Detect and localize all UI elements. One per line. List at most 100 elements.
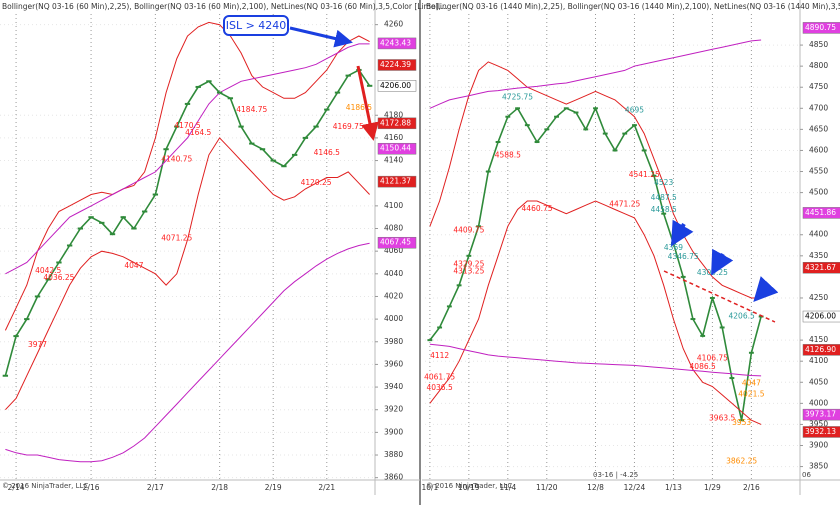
price-badge-label: 4206.00 <box>380 81 411 90</box>
y-tick-label: 4080 <box>384 224 403 233</box>
band-line <box>5 242 370 463</box>
price-bar <box>719 326 725 329</box>
price-bar <box>534 141 540 144</box>
price-bar <box>524 124 530 127</box>
price-bar <box>709 296 715 299</box>
arrow <box>356 65 379 141</box>
y-tick-label: 4060 <box>384 246 403 255</box>
x-tick-label: 10/19 <box>458 483 480 492</box>
level-label: 3963.5 <box>709 414 735 423</box>
y-tick-label: 4040 <box>384 269 403 278</box>
price-bar <box>152 193 159 196</box>
price-bar <box>476 225 482 228</box>
level-label: 3862.25 <box>726 456 757 465</box>
y-tick-label: 4260 <box>384 20 403 29</box>
level-label: 4329.25 <box>453 260 484 269</box>
y-tick-label: 4650 <box>809 124 828 133</box>
level-label: 4106.75 <box>697 353 728 362</box>
x-tick-label: 10/1 <box>421 483 438 492</box>
level-label: 4112 <box>430 351 449 360</box>
y-tick-label: 4000 <box>384 314 403 323</box>
price-bar <box>680 275 686 278</box>
level-label: 4146.5 <box>314 148 340 157</box>
y-tick-label: 4180 <box>384 110 403 119</box>
x-tick-label: 2/16 <box>743 483 760 492</box>
y-tick-label: 3940 <box>384 382 403 391</box>
y-tick-label: 4550 <box>809 167 828 176</box>
level-label: 4369 <box>664 243 683 252</box>
price-bar <box>56 261 62 264</box>
price-badge <box>377 80 417 92</box>
y-tick-label: 3900 <box>384 427 403 436</box>
level-label: 4725.75 <box>502 92 533 101</box>
price-bar <box>437 326 443 329</box>
price-badge-label: 4172.88 <box>380 118 411 127</box>
level-label: 4313.25 <box>453 266 484 275</box>
price-bar <box>249 142 255 145</box>
status: 03-16 | -4.25 <box>593 471 638 479</box>
band-line <box>5 43 370 275</box>
price-badge <box>802 426 840 438</box>
level-label: 4346.75 <box>668 252 699 261</box>
price-bar <box>622 132 628 135</box>
price-badge <box>377 175 417 188</box>
y-tick-label: 4850 <box>809 40 828 49</box>
level-label: 4036.5 <box>426 383 452 392</box>
y-tick-label: 4150 <box>809 335 828 344</box>
level-label: 4042.5 <box>35 266 61 275</box>
price-badge <box>802 262 840 274</box>
x-tick-label: 11/4 <box>499 483 516 492</box>
x-tick-label: 1/13 <box>665 483 682 492</box>
price-badge-label: 4243.43 <box>380 38 411 47</box>
price-bar <box>661 212 667 215</box>
y-tick-label: 4500 <box>809 188 828 197</box>
x-tick-label: 2/18 <box>211 483 228 492</box>
price-bar <box>13 335 19 338</box>
x-tick-label: 2/17 <box>147 483 164 492</box>
y-tick-label: 3880 <box>384 450 403 459</box>
price-bar <box>270 159 276 162</box>
y-tick-label: 3850 <box>809 462 828 471</box>
price-bar <box>2 374 9 377</box>
price-bar <box>195 85 201 88</box>
price-bar <box>216 91 223 94</box>
level-label: 3953 <box>732 418 751 427</box>
y-tick-label: 4020 <box>384 291 403 300</box>
price-bar <box>131 227 137 230</box>
y-tick-label: 4000 <box>809 398 828 407</box>
level-label: 4071.25 <box>161 233 192 242</box>
price-bar <box>66 244 73 247</box>
price-bar <box>612 149 618 152</box>
price-badge <box>802 344 840 356</box>
price-bar <box>313 125 319 128</box>
price-bar <box>602 132 608 135</box>
arrow <box>753 276 779 302</box>
price-badge-label: 4067.45 <box>380 238 411 247</box>
price-bar <box>34 295 41 298</box>
price-badge <box>802 207 840 219</box>
y-tick-label: 4140 <box>384 156 403 165</box>
price-bar <box>427 339 433 342</box>
price-bar <box>632 124 637 127</box>
price-bar <box>259 148 266 151</box>
price-badge <box>802 22 840 34</box>
price-badge <box>377 142 417 155</box>
level-label: 4186.5 <box>346 103 372 112</box>
level-label: 4460.75 <box>522 204 553 213</box>
price-badge-label: 4451.86 <box>805 208 836 217</box>
level-label: 4695 <box>625 105 644 114</box>
band-line <box>429 343 762 377</box>
x-tick-label: 2/21 <box>318 483 335 492</box>
price-bar <box>206 80 212 83</box>
price-bar <box>281 165 287 168</box>
price-bar <box>302 136 309 139</box>
price-badge-label: 4150.44 <box>380 144 411 153</box>
band-line <box>5 137 370 411</box>
level-label: 4036.25 <box>43 273 74 282</box>
band-line <box>429 39 762 109</box>
y-tick-label: 3980 <box>384 337 403 346</box>
price-bar <box>120 216 126 219</box>
y-tick-label: 3860 <box>384 473 403 482</box>
price-bar <box>485 170 491 173</box>
arrow <box>289 26 353 48</box>
